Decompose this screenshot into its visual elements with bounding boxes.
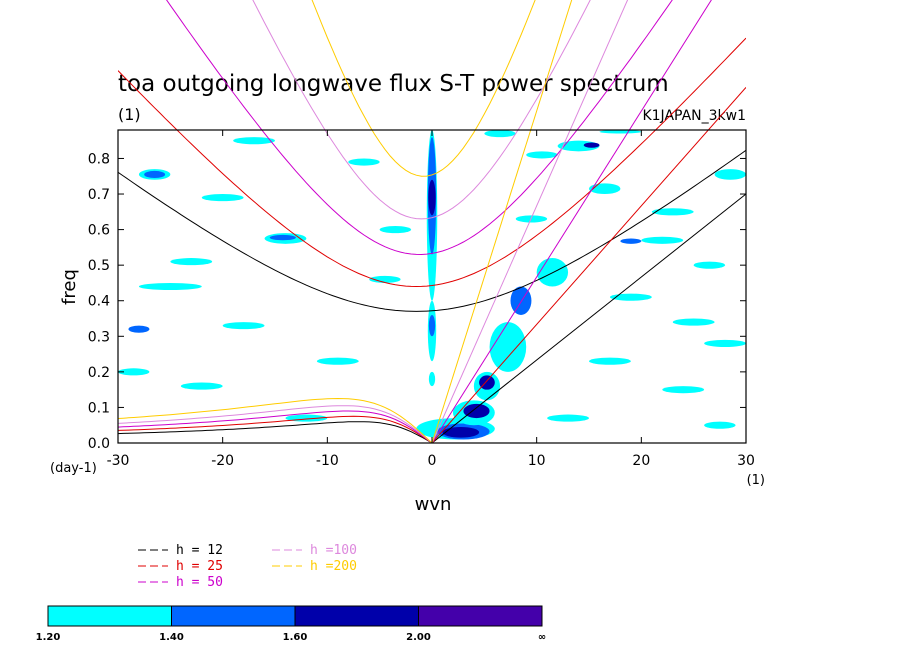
ig-curve-h50 (166, 0, 673, 256)
x-tick-label: 30 (737, 453, 755, 469)
kelvin-line-h100 (431, 0, 629, 443)
power-blob-41 (704, 339, 746, 347)
kelvin-line-h25 (431, 86, 746, 443)
power-blob-10 (463, 403, 490, 419)
ig-curve-h100 (252, 0, 591, 220)
x-tick-label: -10 (316, 453, 339, 469)
colorbar-label: 1.40 (159, 632, 184, 643)
rossby-curve-h100 (118, 405, 433, 443)
rossby-curve-h200 (118, 397, 433, 443)
x-tick-label: 10 (528, 453, 546, 469)
x-unit-label: (1) (747, 473, 765, 488)
colorbar-swatch (418, 605, 543, 627)
power-blob-25 (316, 357, 359, 365)
y-tick-label: 0.3 (88, 329, 110, 345)
power-blob-21 (170, 258, 213, 266)
legend-label: h = 12 (176, 543, 223, 558)
power-blob-8 (442, 426, 480, 438)
ig-curve-h25 (118, 37, 746, 288)
y-tick-label: 0.4 (88, 294, 110, 310)
x-tick-label: 0 (428, 453, 437, 469)
power-blob-50 (526, 151, 558, 159)
y-tick-label: 0.8 (88, 151, 110, 167)
power-blob-51 (599, 130, 642, 134)
kelvin-line-h50 (431, 0, 712, 443)
power-blob-12 (479, 375, 495, 390)
ig-curve-h12 (118, 149, 746, 312)
legend-label: h =200 (310, 559, 357, 574)
power-blob-44 (547, 414, 589, 422)
power-blob-38 (693, 261, 726, 269)
power-blob-13 (489, 322, 527, 372)
power-blob-20 (269, 234, 296, 241)
chart-subtitle-left: (1) (118, 105, 141, 124)
dispersion-curves-layer (118, 0, 746, 443)
power-blob-47 (484, 130, 516, 138)
chart-subtitle-right: K1JAPAN_3kw1 (642, 108, 746, 124)
y-tick-label: 0.5 (88, 258, 110, 274)
power-blob-37 (620, 238, 642, 244)
power-blob-18 (201, 194, 244, 202)
rossby-curve-h50 (118, 410, 433, 443)
power-blob-48 (714, 169, 746, 180)
y-tick-label: 0.2 (88, 365, 110, 381)
x-tick-label: -30 (107, 453, 130, 469)
legend-label: h =100 (310, 543, 357, 558)
y-axis-label: freq (59, 269, 80, 305)
power-blob-5 (428, 371, 436, 387)
power-blob-28 (369, 275, 401, 283)
power-blob-23 (222, 322, 265, 330)
power-blob-42 (589, 357, 631, 365)
power-spectrum-layer (118, 130, 746, 440)
y-unit-label: (day-1) (50, 461, 97, 476)
x-axis-ticks: -30 -20 -10 0 10 20 30 (107, 130, 755, 469)
legend-label: h = 25 (176, 559, 223, 574)
y-tick-label: 0.0 (88, 436, 110, 452)
power-blob-31 (379, 226, 412, 234)
power-blob-39 (609, 293, 652, 301)
colorbar-label: 1.60 (283, 632, 308, 643)
plot-area: -30 -20 -10 0 10 20 30 0.00.10.20.30.40.50.60.… (88, 0, 755, 469)
power-blob-4 (428, 314, 436, 337)
x-axis-label: wvn (415, 494, 452, 515)
colorbar-swatch (171, 605, 296, 627)
y-tick-label: 0.6 (88, 223, 110, 239)
colorbar-label: ∞ (538, 632, 546, 643)
power-blob-22 (138, 282, 202, 291)
power-blob-30 (233, 137, 275, 145)
power-blob-26 (180, 382, 223, 390)
colorbar: 1.20 1.40 1.60 2.00 ∞ (36, 605, 546, 643)
colorbar-swatch (294, 605, 419, 627)
colorbar-swatch (47, 605, 172, 627)
power-blob-33 (583, 142, 600, 148)
power-blob-45 (704, 421, 736, 429)
power-blob-40 (672, 318, 715, 326)
kelvin-line-h12 (431, 193, 746, 443)
x-tick-label: -20 (211, 453, 234, 469)
y-tick-label: 0.7 (88, 187, 110, 203)
power-blob-35 (651, 208, 694, 216)
colorbar-label: 1.20 (36, 632, 61, 643)
chart-title: toa outgoing longwave flux S-T power spe… (118, 71, 669, 97)
power-blob-24 (128, 325, 150, 333)
power-blob-43 (662, 386, 705, 394)
y-axis-ticks: 0.0 0.1 0.2 0.3 0.4 0.5 0.6 0.7 0.8 (88, 151, 746, 452)
power-blob-2 (428, 179, 436, 216)
power-blob-36 (641, 236, 684, 244)
colorbar-label: 2.00 (406, 632, 431, 643)
kelvin-line-h200 (431, 0, 573, 443)
ig-curve-h200 (311, 0, 536, 177)
power-blob-17 (144, 170, 166, 179)
power-blob-29 (348, 158, 380, 166)
rossby-curve-h12 (118, 421, 433, 443)
x-tick-label: 20 (632, 453, 650, 469)
rossby-curve-h25 (118, 415, 433, 443)
power-blob-49 (118, 368, 150, 376)
legend-label: h = 50 (176, 575, 223, 590)
y-tick-label: 0.1 (88, 400, 110, 416)
